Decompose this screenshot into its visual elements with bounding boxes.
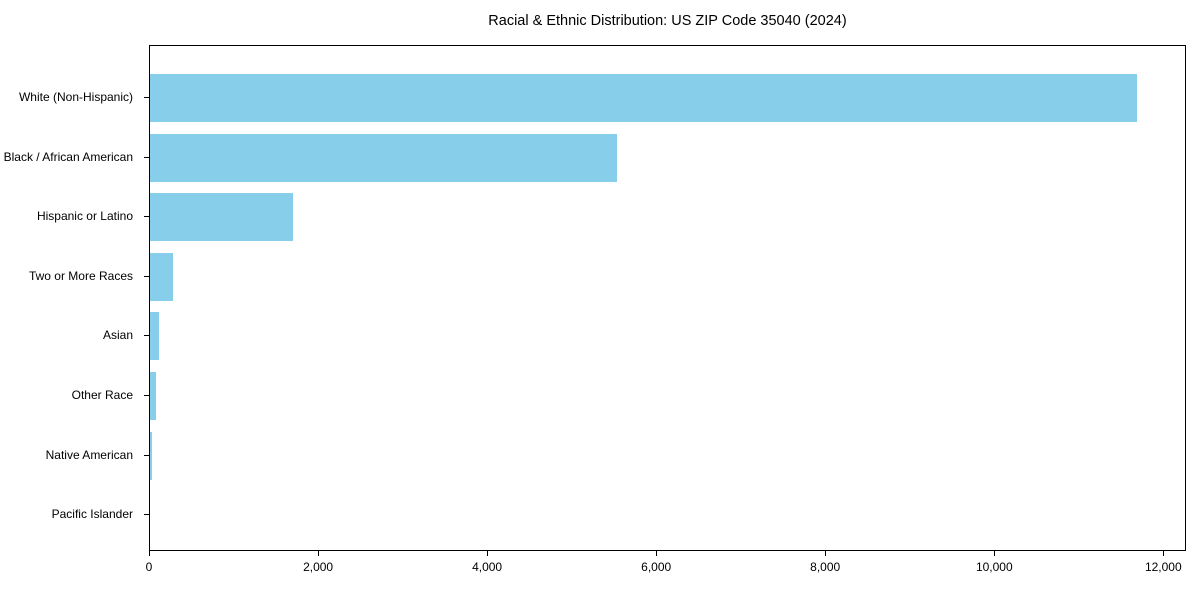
x-tick-mark [487,551,489,556]
bar-other-race [150,372,156,420]
y-axis-label: Black / African American [3,149,133,164]
bar-black-african-american [150,133,617,182]
x-tick-mark [825,551,827,556]
plot-area [149,45,1186,551]
x-tick-label: 10,000 [975,560,1013,574]
y-tick-mark [144,216,149,218]
y-axis-label: Other Race [71,388,133,402]
y-axis-label: Two or More Races [28,268,133,283]
y-tick-mark [144,275,149,277]
y-axis-label: Native American [45,447,133,462]
x-tick-label: 6,000 [641,560,672,574]
y-axis-label: Hispanic or Latino [36,209,133,224]
y-tick-mark [144,395,149,396]
bar-native-american [150,431,152,480]
x-tick-label: 8,000 [810,560,841,574]
bar-two-or-more-races [150,252,174,301]
y-tick-mark [144,156,149,158]
x-tick-label: 4,000 [472,560,503,574]
y-axis-label: Asian [102,328,133,343]
x-tick-mark [149,551,150,556]
bar-hispanic-or-latino [150,193,293,242]
y-axis-label: White (Non-Hispanic) [18,90,133,104]
x-tick-mark [656,551,658,556]
y-axis-label: Pacific Islander [51,507,133,522]
y-tick-mark [144,97,149,98]
x-tick-label: 0 [145,560,153,574]
x-tick-label: 2,000 [303,560,334,574]
x-tick-mark [318,551,320,556]
y-tick-mark [144,454,149,456]
x-tick-mark [1163,551,1165,556]
bar-asian [150,312,159,361]
bar-white-non-hispanic [150,74,1137,122]
chart-title: Racial & Ethnic Distribution: US ZIP Cod… [488,13,847,29]
y-tick-mark [144,514,149,516]
y-tick-mark [144,335,149,337]
x-tick-mark [994,551,996,556]
x-tick-label: 12,000 [1144,560,1182,574]
